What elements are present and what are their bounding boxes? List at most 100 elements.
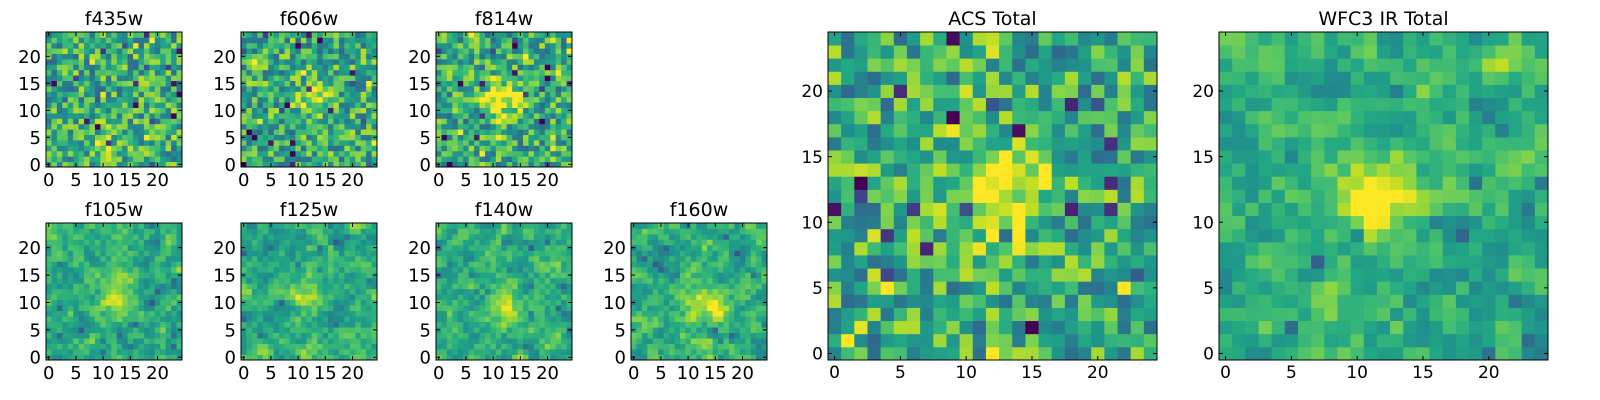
heatmap-cell	[658, 343, 665, 350]
heatmap-cell	[436, 338, 442, 344]
heatmap-cell	[533, 118, 540, 125]
heatmap-cell	[116, 91, 123, 98]
heatmap-cell	[116, 250, 123, 257]
heatmap-cell	[143, 321, 150, 328]
heatmap-cell	[880, 346, 895, 361]
heatmap-cell	[306, 349, 313, 355]
heatmap-cell	[452, 283, 459, 290]
x-tick-label: 20	[341, 363, 364, 384]
heatmap-cell	[333, 294, 340, 301]
heatmap-cell	[246, 239, 253, 246]
heatmap-cell	[555, 134, 562, 141]
heatmap-cell	[550, 123, 557, 130]
heatmap-cell	[495, 59, 502, 65]
heatmap-cell	[641, 223, 648, 229]
heatmap-cell	[761, 266, 768, 273]
heatmap-cell	[1143, 255, 1158, 269]
heatmap-cell	[561, 113, 567, 119]
heatmap-cell	[523, 266, 529, 273]
heatmap-cell	[100, 59, 107, 65]
heatmap-cell	[828, 228, 842, 243]
heatmap-cell	[73, 107, 80, 114]
heatmap-cell	[739, 310, 746, 317]
heatmap-cell	[143, 239, 150, 246]
heatmap-cell	[828, 176, 842, 190]
heatmap-cell	[1091, 189, 1105, 203]
heatmap-cell	[441, 250, 448, 257]
heatmap-cell	[517, 244, 524, 251]
heatmap-cell	[257, 223, 264, 229]
heatmap-cell	[349, 316, 356, 323]
heatmap-cell	[279, 305, 285, 312]
heatmap-cell	[446, 64, 453, 71]
heatmap-cell	[116, 161, 123, 168]
y-tick-label: 10	[408, 293, 431, 314]
heatmap-cell	[56, 96, 63, 103]
heatmap-cell	[723, 310, 730, 317]
heatmap-cell	[1078, 307, 1092, 322]
heatmap-cell	[273, 75, 280, 81]
heatmap-cell	[739, 228, 746, 235]
heatmap-cell	[149, 102, 156, 108]
heatmap-cell	[355, 96, 362, 103]
heatmap-cell	[355, 316, 362, 323]
heatmap-cell	[176, 59, 183, 65]
heatmap-cell	[300, 150, 307, 157]
heatmap-cell	[355, 283, 362, 290]
heatmap-cell	[143, 75, 150, 81]
heatmap-cell	[463, 156, 470, 162]
heatmap-cell	[338, 118, 345, 125]
heatmap-cell	[501, 37, 508, 44]
heatmap-cell	[490, 86, 497, 92]
heatmap-cell	[51, 134, 58, 141]
heatmap-cell	[122, 321, 128, 328]
heatmap-cell	[484, 91, 491, 98]
heatmap-cell	[474, 107, 480, 114]
heatmap-cell	[490, 272, 497, 279]
heatmap-cell	[1130, 215, 1145, 230]
heatmap-cell	[111, 113, 118, 119]
heatmap-cell	[550, 107, 557, 114]
heatmap-cell	[51, 69, 58, 76]
heatmap-cell	[479, 129, 486, 135]
heatmap-cell	[501, 32, 508, 38]
heatmap-cell	[512, 332, 518, 339]
heatmap-cell	[105, 53, 112, 60]
heatmap-cell	[338, 294, 345, 301]
heatmap-cell	[257, 53, 264, 60]
heatmap-cell	[463, 327, 470, 333]
heatmap-cell	[251, 255, 258, 262]
heatmap-cell	[268, 75, 275, 81]
heatmap-cell	[468, 156, 475, 162]
heatmap-cell	[171, 118, 177, 125]
heatmap-cell	[495, 80, 502, 87]
heatmap-cell	[452, 150, 459, 157]
heatmap-cell	[566, 288, 573, 295]
heatmap-cell	[1117, 294, 1132, 308]
heatmap-cell	[441, 91, 448, 98]
heatmap-cell	[160, 233, 167, 240]
heatmap-cell	[696, 255, 703, 262]
heatmap-cell	[663, 283, 670, 290]
heatmap-cell	[880, 268, 895, 282]
heatmap-cell	[105, 223, 112, 229]
heatmap-cell	[143, 310, 150, 317]
heatmap-cell	[663, 255, 670, 262]
heatmap-cell	[338, 244, 345, 251]
heatmap-cell	[284, 277, 291, 284]
heatmap-cell	[133, 42, 139, 49]
heatmap-cell	[501, 113, 508, 119]
heatmap-cell	[46, 75, 52, 81]
heatmap-cell	[251, 343, 258, 350]
heatmap-cell	[355, 123, 362, 130]
heatmap-cell	[1078, 333, 1092, 348]
heatmap-cell	[322, 150, 329, 157]
heatmap-cell	[279, 283, 285, 290]
heatmap-cell	[257, 75, 264, 81]
heatmap-cell	[344, 150, 351, 157]
heatmap-cell	[959, 320, 974, 335]
heatmap-cell	[371, 294, 378, 301]
heatmap-cell	[512, 102, 518, 108]
heatmap-cell	[906, 202, 921, 217]
heatmap-cell	[289, 118, 296, 125]
